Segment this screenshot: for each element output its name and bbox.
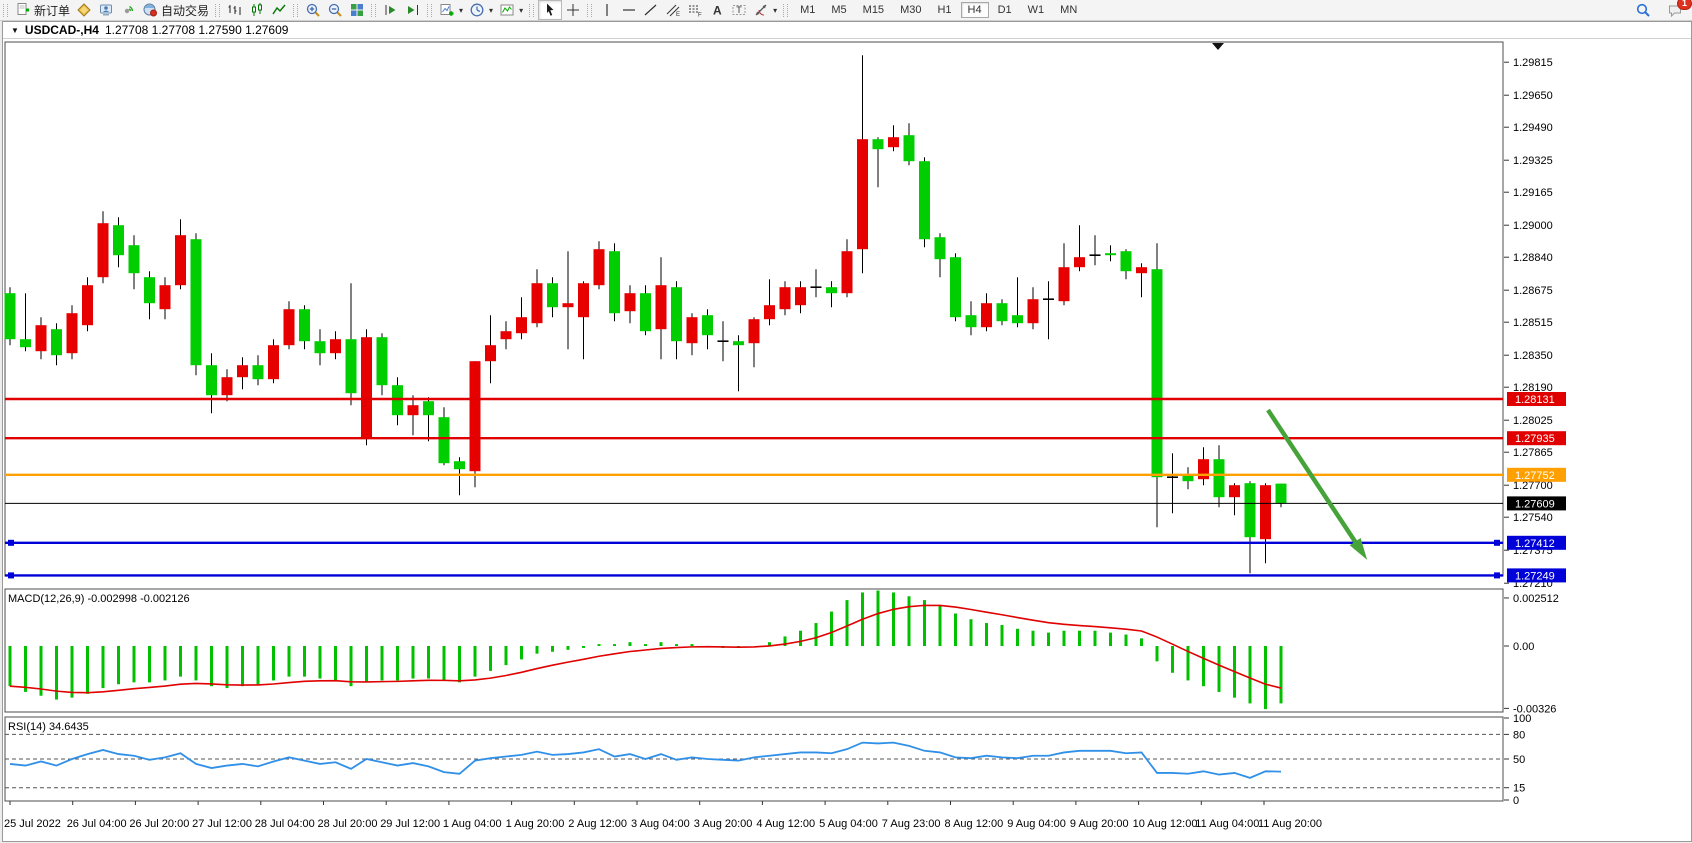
toolbar-grip — [215, 3, 221, 17]
new-chart-icon — [439, 2, 455, 18]
toolbar-groups: 新订单 自动交易 ▾ ▾ ▾ E F A T ▾ M1 M5 M15 M30 H1 H4 D1 W1 MN — [0, 0, 1085, 20]
dropdown-caret-icon[interactable]: ▾ — [773, 5, 778, 15]
chart-ohlc-quote: 1.27708 1.27708 1.27590 1.27609 — [104, 23, 289, 37]
trendline-button[interactable] — [640, 1, 662, 19]
chevron-down-icon[interactable]: ▼ — [11, 25, 19, 35]
vline-icon — [599, 2, 615, 18]
zoom-out-icon — [327, 2, 343, 18]
channel-icon: E — [665, 2, 681, 18]
tile-windows-button[interactable] — [346, 1, 368, 19]
label-icon: T — [731, 2, 747, 18]
crosshair-button[interactable] — [562, 1, 584, 19]
toolbar-grip — [783, 3, 789, 17]
period-button[interactable]: ▾ — [466, 1, 496, 19]
toolbar-grip — [529, 3, 535, 17]
timeframe-d1[interactable]: D1 — [997, 4, 1012, 16]
signals-icon — [120, 2, 136, 18]
autotrading-button[interactable]: 自动交易 — [139, 1, 212, 19]
crosshair-icon — [565, 2, 581, 18]
chart-shift-icon — [405, 2, 421, 18]
search-button[interactable] — [1632, 1, 1654, 19]
timeframe-m30[interactable]: M30 — [900, 4, 922, 16]
toolbar-grip — [427, 3, 433, 17]
timeframe-h1[interactable]: H1 — [937, 4, 952, 16]
toolbar-grip — [587, 3, 593, 17]
text-icon: A — [709, 2, 725, 18]
timeframe-w1[interactable]: W1 — [1027, 4, 1045, 16]
chart-window: ▼ USDCAD-,H4 1.27708 1.27708 1.27590 1.2… — [2, 21, 1692, 842]
candlestick-icon — [249, 2, 265, 18]
shapes-icon — [753, 2, 769, 18]
dropdown-caret-icon[interactable]: ▾ — [459, 5, 464, 15]
timeframe-m1[interactable]: M1 — [800, 4, 816, 16]
svg-text:E: E — [676, 12, 680, 18]
timeframe-toolbar: M1 M5 M15 M30 H1 H4 D1 W1 MN — [792, 2, 1085, 18]
label-button[interactable]: T — [728, 1, 750, 19]
text-button[interactable]: A — [706, 1, 728, 19]
timeframe-m15[interactable]: M15 — [862, 4, 885, 16]
market-button[interactable] — [73, 1, 95, 19]
bars-chart-button[interactable] — [224, 1, 246, 19]
line-chart-button[interactable] — [268, 1, 290, 19]
dropdown-caret-icon[interactable]: ▾ — [489, 5, 494, 15]
cursor-icon — [542, 2, 558, 18]
svg-text:T: T — [736, 5, 742, 15]
auto-scroll-button[interactable] — [380, 1, 402, 19]
notifications-button[interactable]: 1 — [1664, 0, 1692, 19]
svg-text:A: A — [713, 4, 722, 18]
chart-title-bar[interactable]: ▼ USDCAD-,H4 1.27708 1.27708 1.27590 1.2… — [3, 22, 1691, 39]
svg-text:F: F — [698, 13, 702, 19]
template-button[interactable]: ▾ — [496, 1, 526, 19]
trendline-icon — [643, 2, 659, 18]
timeframe-m5[interactable]: M5 — [831, 4, 847, 16]
new-order-icon — [15, 2, 31, 18]
bars-chart-icon — [227, 2, 243, 18]
channel-button[interactable]: E — [662, 1, 684, 19]
toolbar-grip — [371, 3, 377, 17]
chart-shift-button[interactable] — [402, 1, 424, 19]
toolbar-grip — [293, 3, 299, 17]
timeframe-h4[interactable]: H4 — [960, 2, 989, 18]
signals-button[interactable] — [117, 1, 139, 19]
community-icon — [98, 2, 114, 18]
vline-button[interactable] — [596, 1, 618, 19]
new-chart-button[interactable]: ▾ — [436, 1, 466, 19]
toolbar-right: 1 — [1632, 0, 1692, 19]
search-icon — [1635, 2, 1651, 18]
tile-windows-icon — [349, 2, 365, 18]
notification-count-badge: 1 — [1676, 0, 1692, 10]
shapes-button[interactable]: ▾ — [750, 1, 780, 19]
community-button[interactable] — [95, 1, 117, 19]
auto-scroll-icon — [383, 2, 399, 18]
toolbar-button-label: 自动交易 — [161, 3, 210, 18]
template-icon — [499, 2, 515, 18]
new-order-button[interactable]: 新订单 — [12, 1, 73, 19]
candlestick-button[interactable] — [246, 1, 268, 19]
fibonacci-button[interactable]: F — [684, 1, 706, 19]
period-icon — [469, 2, 485, 18]
market-icon — [76, 2, 92, 18]
dropdown-caret-icon[interactable]: ▾ — [519, 5, 524, 15]
cursor-button[interactable] — [538, 0, 563, 20]
timeframe-mn[interactable]: MN — [1060, 4, 1078, 16]
zoom-out-button[interactable] — [324, 1, 346, 19]
fibonacci-icon: F — [687, 2, 703, 18]
zoom-in-button[interactable] — [302, 1, 324, 19]
hline-button[interactable] — [618, 1, 640, 19]
toolbar-grip — [3, 3, 8, 17]
line-chart-icon — [271, 2, 287, 18]
main-toolbar: 新订单 自动交易 ▾ ▾ ▾ E F A T ▾ M1 M5 M15 M30 H1 H4 D1 W1 MN 1 — [0, 0, 1692, 21]
chart-symbol-label: USDCAD-,H4 — [24, 23, 99, 37]
zoom-in-icon — [305, 2, 321, 18]
autotrading-icon — [142, 2, 158, 18]
hline-icon — [621, 2, 637, 18]
toolbar-button-label: 新订单 — [34, 3, 71, 18]
